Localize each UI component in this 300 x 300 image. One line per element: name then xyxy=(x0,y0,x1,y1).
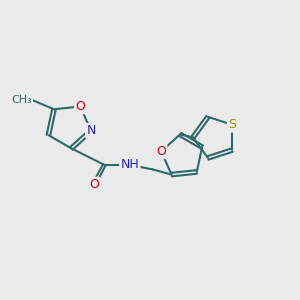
Text: O: O xyxy=(75,100,85,113)
Text: N: N xyxy=(86,124,96,137)
Text: O: O xyxy=(156,145,166,158)
Text: CH₃: CH₃ xyxy=(11,95,32,105)
Text: O: O xyxy=(89,178,99,191)
Text: S: S xyxy=(228,118,236,131)
Text: NH: NH xyxy=(121,158,139,171)
